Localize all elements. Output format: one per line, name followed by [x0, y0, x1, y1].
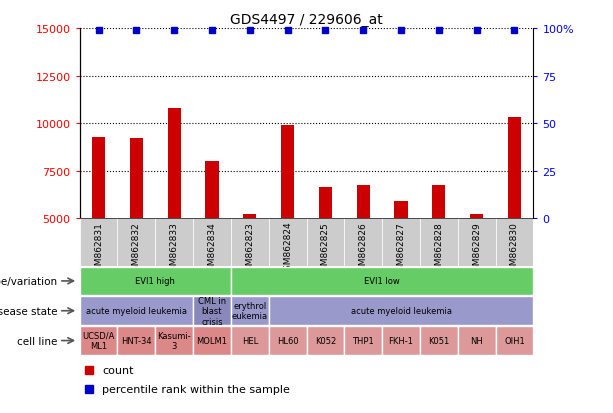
Bar — [268, 297, 533, 325]
Bar — [118, 219, 155, 266]
Bar — [80, 297, 193, 325]
Bar — [495, 326, 533, 355]
Bar — [420, 219, 458, 266]
Text: GSM862824: GSM862824 — [283, 221, 292, 276]
Text: MOLM1: MOLM1 — [197, 336, 227, 345]
Bar — [231, 297, 268, 325]
Text: GSM862827: GSM862827 — [397, 221, 406, 276]
Text: Kasumi-
3: Kasumi- 3 — [158, 331, 191, 350]
Text: CML in
blast
crisis: CML in blast crisis — [198, 296, 226, 326]
Bar — [357, 186, 370, 314]
Text: THP1: THP1 — [352, 336, 374, 345]
Bar — [382, 326, 420, 355]
Text: EVI1 high: EVI1 high — [135, 277, 175, 286]
Text: cell line: cell line — [17, 336, 58, 346]
Bar — [205, 162, 219, 314]
Text: genotype/variation: genotype/variation — [0, 276, 58, 286]
Text: acute myeloid leukemia: acute myeloid leukemia — [351, 306, 452, 316]
Text: GSM862834: GSM862834 — [207, 221, 216, 276]
Text: count: count — [102, 365, 134, 375]
Bar — [231, 267, 533, 296]
Bar — [118, 326, 155, 355]
Text: percentile rank within the sample: percentile rank within the sample — [102, 384, 290, 394]
Bar — [319, 188, 332, 314]
Bar — [420, 326, 458, 355]
Bar — [458, 326, 495, 355]
Text: UCSD/A
ML1: UCSD/A ML1 — [82, 331, 115, 350]
Bar — [193, 326, 231, 355]
Bar — [80, 326, 118, 355]
Bar — [231, 219, 268, 266]
Text: GSM862829: GSM862829 — [472, 221, 481, 276]
Text: GSM862823: GSM862823 — [245, 221, 254, 276]
Bar — [382, 219, 420, 266]
Text: GSM862833: GSM862833 — [170, 221, 179, 276]
Text: FKH-1: FKH-1 — [389, 336, 414, 345]
Bar — [345, 326, 382, 355]
Bar — [243, 214, 256, 314]
Bar — [80, 267, 231, 296]
Bar — [193, 219, 231, 266]
Bar — [155, 326, 193, 355]
Bar — [306, 219, 345, 266]
Text: HEL: HEL — [242, 336, 258, 345]
Bar — [281, 126, 294, 314]
Text: HL60: HL60 — [277, 336, 299, 345]
Bar — [130, 139, 143, 314]
Bar — [231, 326, 268, 355]
Text: acute myeloid leukemia: acute myeloid leukemia — [86, 306, 187, 316]
Text: K051: K051 — [428, 336, 449, 345]
Bar — [155, 219, 193, 266]
Bar — [306, 326, 345, 355]
Text: GSM862832: GSM862832 — [132, 221, 141, 276]
Bar — [268, 326, 306, 355]
Text: GSM862830: GSM862830 — [510, 221, 519, 276]
Bar — [268, 219, 306, 266]
Text: GSM862831: GSM862831 — [94, 221, 103, 276]
Bar — [432, 186, 446, 314]
Bar — [167, 109, 181, 314]
Bar — [92, 137, 105, 314]
Text: OIH1: OIH1 — [504, 336, 525, 345]
Text: erythrol
eukemia: erythrol eukemia — [232, 301, 268, 320]
Bar — [345, 219, 382, 266]
Bar — [394, 202, 408, 314]
Bar — [193, 297, 231, 325]
Bar — [470, 214, 483, 314]
Text: GSM862825: GSM862825 — [321, 221, 330, 276]
Text: HNT-34: HNT-34 — [121, 336, 151, 345]
Bar — [495, 219, 533, 266]
Bar — [508, 118, 521, 314]
Text: K052: K052 — [315, 336, 336, 345]
Bar — [80, 219, 118, 266]
Text: disease state: disease state — [0, 306, 58, 316]
Bar — [458, 219, 495, 266]
Title: GDS4497 / 229606_at: GDS4497 / 229606_at — [230, 12, 383, 26]
Text: NH: NH — [470, 336, 483, 345]
Text: EVI1 low: EVI1 low — [364, 277, 400, 286]
Text: GSM862828: GSM862828 — [434, 221, 443, 276]
Text: GSM862826: GSM862826 — [359, 221, 368, 276]
